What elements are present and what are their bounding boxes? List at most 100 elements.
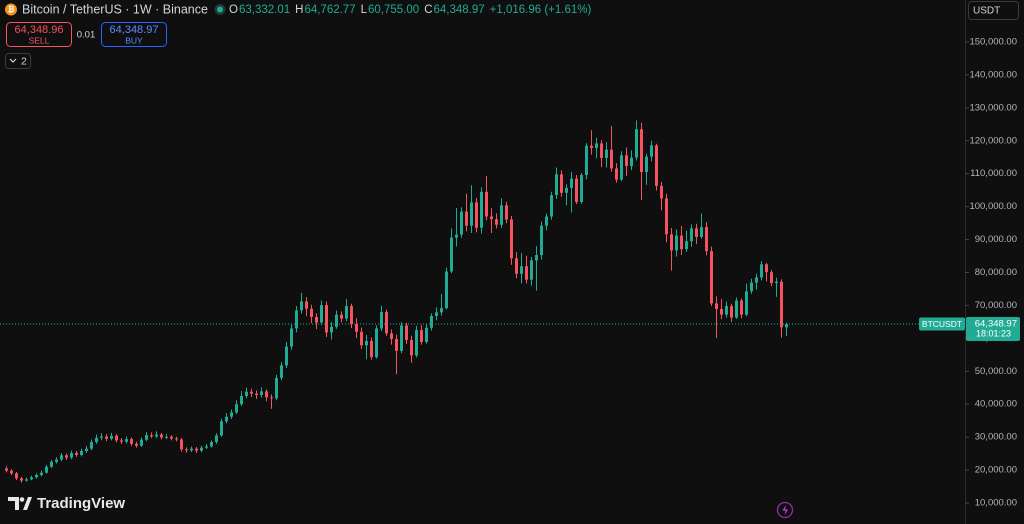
symbol-icon-glyph: ₿ bbox=[8, 5, 15, 14]
candle-body bbox=[660, 185, 663, 199]
candle-body bbox=[165, 436, 168, 438]
candle-body bbox=[515, 258, 518, 274]
candle-body bbox=[445, 271, 448, 309]
candle-body bbox=[705, 227, 708, 252]
y-tick-label: 150,000.00 bbox=[969, 37, 1017, 48]
candle-body bbox=[225, 416, 228, 422]
ohlc-letter: L bbox=[361, 4, 368, 16]
candle-body bbox=[685, 241, 688, 250]
candle-body bbox=[765, 264, 768, 273]
candle-body bbox=[120, 440, 123, 442]
candle-body bbox=[260, 391, 263, 395]
candle-body bbox=[280, 365, 283, 378]
candle-body bbox=[435, 312, 438, 316]
candle-body bbox=[750, 282, 753, 292]
candle-body bbox=[335, 314, 338, 327]
candle-body bbox=[285, 346, 288, 366]
market-status-dot bbox=[217, 6, 223, 13]
candle-body bbox=[560, 174, 563, 193]
candle-body bbox=[655, 145, 658, 186]
symbol-icon bbox=[5, 3, 17, 16]
price-tag bbox=[966, 317, 1020, 342]
candle-body bbox=[20, 478, 23, 481]
candle-body bbox=[730, 306, 733, 318]
candle-body bbox=[290, 328, 293, 347]
candle-body bbox=[740, 300, 743, 315]
candle-body bbox=[700, 227, 703, 237]
candle-body bbox=[175, 438, 178, 440]
candle-body bbox=[35, 475, 38, 478]
ohlc-legend: O 63,332.01 H 64,762.77 L 60,755.00 C 64,348.97… bbox=[229, 4, 592, 16]
candle-body bbox=[615, 168, 618, 180]
candle-body bbox=[525, 266, 528, 280]
events-icon[interactable] bbox=[776, 501, 794, 519]
candle-body bbox=[75, 452, 78, 455]
candle-body bbox=[70, 452, 73, 458]
candle-body bbox=[125, 439, 128, 442]
candle-body bbox=[30, 477, 33, 480]
candle-body bbox=[545, 216, 548, 226]
candle-body bbox=[480, 191, 483, 228]
spread: 0.01 bbox=[77, 30, 96, 41]
ohlc-letter: H bbox=[295, 4, 303, 16]
candle-body bbox=[170, 436, 173, 439]
y-tick-label: 90,000.00 bbox=[975, 234, 1017, 245]
candle-body bbox=[55, 459, 58, 462]
candle-body bbox=[770, 272, 773, 284]
candle-body bbox=[785, 324, 788, 328]
candle-body bbox=[40, 472, 43, 476]
candle-body bbox=[735, 300, 738, 318]
candle-body bbox=[630, 157, 633, 167]
y-tick-label: 10,000.00 bbox=[975, 498, 1017, 509]
candle-body bbox=[510, 219, 513, 259]
currency-button[interactable] bbox=[968, 1, 1019, 20]
y-tick-label: 20,000.00 bbox=[975, 465, 1017, 476]
candle-body bbox=[540, 225, 543, 256]
candle-body bbox=[190, 448, 193, 451]
y-tick-label: 80,000.00 bbox=[975, 267, 1017, 278]
candle-body bbox=[600, 143, 603, 158]
buy-button[interactable] bbox=[101, 22, 167, 47]
candle-body bbox=[100, 436, 103, 438]
candle-body bbox=[455, 234, 458, 238]
candle-body bbox=[675, 235, 678, 251]
currency: USDT bbox=[973, 6, 1000, 17]
candle-body bbox=[580, 175, 583, 203]
logo-mark bbox=[8, 497, 32, 510]
y-tick-label: 50,000.00 bbox=[975, 366, 1017, 377]
candle-body bbox=[620, 155, 623, 180]
logo-dot bbox=[19, 497, 25, 502]
candle-body bbox=[205, 446, 208, 448]
candle-body bbox=[575, 178, 578, 203]
candle-body bbox=[310, 308, 313, 317]
ohlc-value: 60,755.00 bbox=[368, 4, 419, 16]
chevron-icon bbox=[9, 58, 17, 63]
candle-body bbox=[570, 178, 573, 188]
candle-body bbox=[585, 145, 588, 176]
candle-body bbox=[130, 439, 133, 444]
candle-body bbox=[610, 149, 613, 169]
symbol-title[interactable]: Bitcoin / TetherUS · 1W · Binance bbox=[22, 2, 208, 16]
candle-body bbox=[755, 277, 758, 283]
y-tick-label: 30,000.00 bbox=[975, 432, 1017, 443]
candle-body bbox=[250, 391, 253, 394]
candle-body bbox=[380, 312, 383, 329]
candle-body bbox=[25, 479, 28, 481]
candle-body bbox=[590, 145, 593, 149]
sell-button[interactable] bbox=[6, 22, 72, 47]
ohlc-value: 63,332.01 bbox=[239, 4, 290, 16]
candle-body bbox=[725, 306, 728, 315]
candle-body bbox=[325, 305, 328, 333]
brand-logo: TradingView bbox=[8, 495, 125, 512]
candle-body bbox=[80, 450, 83, 455]
candle-body bbox=[270, 397, 273, 399]
candle-body bbox=[195, 448, 198, 451]
indicators-toggle[interactable] bbox=[5, 53, 31, 69]
candle-body bbox=[420, 330, 423, 342]
lightning-icon bbox=[782, 505, 788, 515]
candle-body bbox=[430, 315, 433, 328]
candle-body bbox=[485, 191, 488, 217]
candle-body bbox=[60, 455, 63, 460]
candle-body bbox=[370, 340, 373, 358]
candle-body bbox=[50, 461, 53, 467]
